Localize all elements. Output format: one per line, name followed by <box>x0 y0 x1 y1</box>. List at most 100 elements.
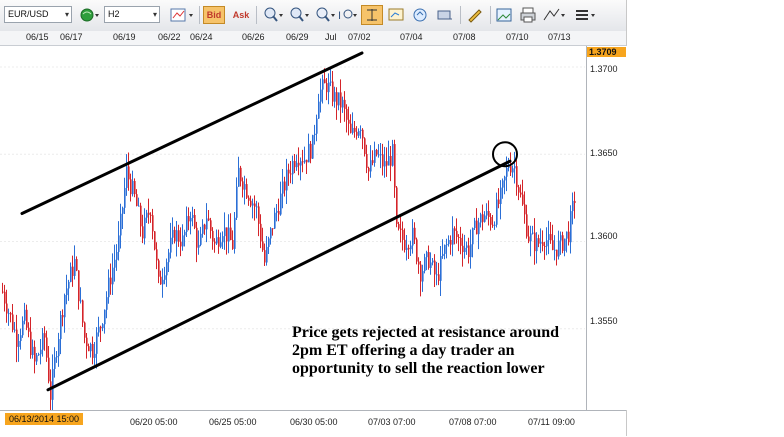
candle-body <box>486 211 488 216</box>
candle-body <box>346 108 348 120</box>
candle-body <box>552 240 554 250</box>
y-tick-label: 1.3650 <box>590 148 618 158</box>
candle-body <box>260 223 262 242</box>
candle-body <box>386 161 388 166</box>
candle-body <box>42 333 44 350</box>
candle-body <box>78 270 80 302</box>
candle-body <box>60 315 62 340</box>
candle-body <box>188 216 190 222</box>
candle-body <box>44 333 46 338</box>
candle-body <box>222 236 224 243</box>
candle-body <box>156 249 158 261</box>
candle-body <box>400 228 402 230</box>
candle-body <box>218 237 220 247</box>
symbol-select[interactable]: EUR/USD ▾ <box>4 6 72 23</box>
candle-body <box>262 241 264 251</box>
candle-body <box>266 246 268 263</box>
zoom-out-icon[interactable] <box>286 5 312 25</box>
candle-body <box>368 167 370 172</box>
candle-body <box>348 119 350 124</box>
candle-body <box>46 337 48 358</box>
indicator-icon[interactable] <box>386 5 410 25</box>
candle-body <box>270 228 272 239</box>
candle-body <box>240 167 242 182</box>
ruler-date: 07/04 <box>400 32 423 42</box>
candle-body <box>132 181 134 195</box>
candle-body <box>508 166 510 168</box>
candle-body <box>442 253 444 257</box>
candle-body <box>102 324 104 329</box>
menu-icon[interactable] <box>572 5 600 25</box>
candle-body <box>450 240 452 245</box>
chart-type-icon[interactable] <box>168 5 196 25</box>
candle-body <box>418 261 420 265</box>
template-icon[interactable] <box>410 5 434 25</box>
pencil-icon[interactable] <box>464 5 488 25</box>
price-plot[interactable] <box>0 0 626 436</box>
symbol-value: EUR/USD <box>8 9 49 19</box>
ask-button[interactable]: Ask <box>232 10 250 20</box>
candle-body <box>452 228 454 245</box>
ruler-date: 06/22 <box>158 32 181 42</box>
candle-body <box>568 231 570 243</box>
candle-body <box>430 262 432 268</box>
candle-body <box>48 357 50 382</box>
candle-body <box>296 162 298 168</box>
candle-body <box>362 129 364 139</box>
candle-body <box>170 237 172 253</box>
draw-tools-icon[interactable] <box>540 5 568 25</box>
candle-body <box>154 231 156 250</box>
y-tick-label: 1.3600 <box>590 231 618 241</box>
candle-body <box>466 245 468 248</box>
globe-icon[interactable] <box>78 5 100 25</box>
candle-body <box>548 234 550 241</box>
price-axis[interactable] <box>586 46 627 410</box>
candle-body <box>212 230 214 242</box>
candle-body <box>84 322 86 338</box>
print-icon[interactable] <box>518 5 540 25</box>
candle-body <box>322 79 324 90</box>
candle-body <box>434 260 436 275</box>
candle-body <box>454 228 456 231</box>
zoom-in-icon[interactable] <box>260 5 286 25</box>
candle-body <box>190 217 192 222</box>
candle-body <box>524 204 526 215</box>
candle-body <box>332 81 334 102</box>
ruler-date: 07/10 <box>506 32 529 42</box>
candle-body <box>40 349 42 355</box>
candle-body <box>36 355 38 362</box>
candle-body <box>456 230 458 237</box>
candle-body <box>474 220 476 229</box>
eraser-icon[interactable] <box>434 5 458 25</box>
candle-body <box>326 83 328 93</box>
candle-body <box>230 227 232 240</box>
ruler-date: 06/29 <box>286 32 309 42</box>
timeframe-select[interactable]: H2 ▾ <box>104 6 160 23</box>
candle-body <box>394 144 396 188</box>
candle-body <box>372 160 374 163</box>
candle-body <box>458 236 460 238</box>
candle-body <box>168 252 170 263</box>
zoom-reset-icon[interactable] <box>312 5 338 25</box>
candle-body <box>52 368 54 400</box>
crosshair-icon[interactable] <box>361 5 383 25</box>
candle-body <box>310 143 312 159</box>
candle-body <box>574 200 576 204</box>
fit-icon[interactable]: I <box>336 5 360 25</box>
candle-body <box>514 166 516 169</box>
candle-body <box>64 295 66 318</box>
candle-body <box>436 274 438 276</box>
ruler-date: 06/17 <box>60 32 83 42</box>
candle-body <box>502 180 504 188</box>
candle-body <box>462 245 464 253</box>
candle-body <box>136 194 138 206</box>
candle-body <box>492 224 494 226</box>
candle-body <box>178 230 180 242</box>
time-axis[interactable]: 06/20 05:00 06/25 05:00 06/30 05:00 07/0… <box>0 410 626 437</box>
upper-channel-trendline <box>20 51 364 216</box>
image-icon[interactable] <box>494 5 516 25</box>
candle-body <box>90 344 92 352</box>
bid-button[interactable]: Bid <box>203 6 225 24</box>
candle-body <box>440 256 442 281</box>
candle-body <box>340 92 342 108</box>
